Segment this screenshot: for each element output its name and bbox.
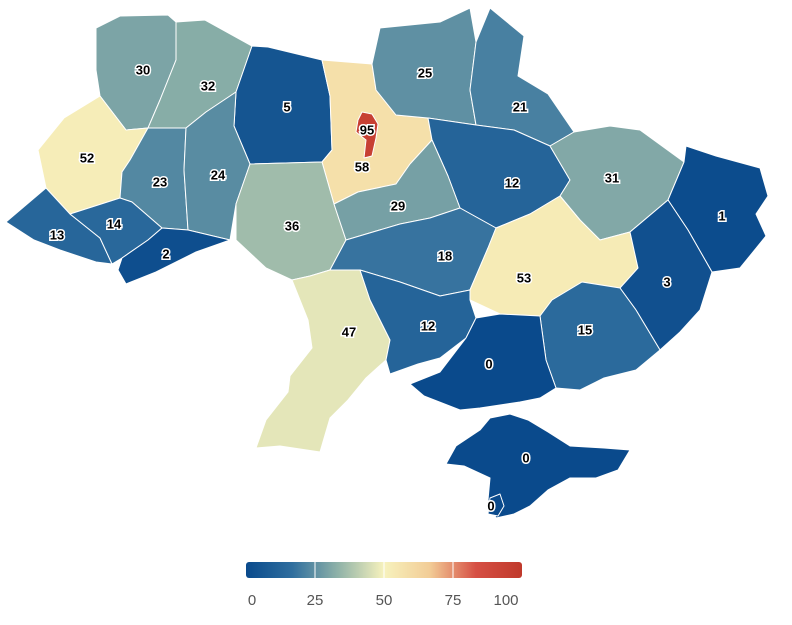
- label-vinnytsia: 36: [285, 219, 299, 234]
- label-sevastopol: 0: [487, 499, 494, 514]
- label-ternopil: 23: [153, 175, 167, 190]
- label-chernihiv: 25: [418, 66, 432, 81]
- label-odesa: 47: [342, 325, 356, 340]
- label-zakarpattia: 13: [50, 228, 64, 243]
- label-ivano-frankivsk: 14: [107, 217, 122, 232]
- region-kherson[interactable]: [409, 313, 557, 411]
- label-luhansk: 1: [718, 209, 725, 224]
- label-kherson: 0: [485, 357, 492, 372]
- ukraine-choropleth-map: 30 32 5 58 95 25 21 52 23 24 12 31 1 36 …: [5, 7, 769, 519]
- color-scale-legend: 0 25 50 75 100: [246, 562, 522, 609]
- region-crimea[interactable]: [445, 413, 631, 519]
- label-donetsk: 3: [663, 275, 670, 290]
- region-kyiv-city[interactable]: [355, 111, 379, 159]
- legend-tick-label: 50: [376, 592, 393, 609]
- label-volyn: 30: [136, 63, 150, 78]
- label-mykolaiv: 12: [421, 319, 435, 334]
- region-sevastopol[interactable]: [487, 493, 505, 517]
- label-kirovohrad: 18: [438, 249, 452, 264]
- label-rivne: 32: [201, 79, 215, 94]
- label-kyiv-city: 95: [360, 123, 374, 138]
- label-dnipropetrovsk: 53: [517, 271, 531, 286]
- label-khmelnytskyi: 24: [211, 168, 226, 183]
- legend-tick-label: 25: [307, 592, 324, 609]
- legend-tick-label: 75: [445, 592, 462, 609]
- label-sumy: 21: [513, 100, 527, 115]
- label-poltava: 12: [505, 176, 519, 191]
- legend-tick-label: 100: [493, 592, 518, 609]
- label-kharkiv: 31: [605, 171, 619, 186]
- region-donetsk[interactable]: [619, 199, 713, 351]
- label-kyiv-oblast: 58: [355, 160, 369, 175]
- label-zhytomyr: 5: [283, 100, 290, 115]
- legend-tick-label: 0: [248, 592, 256, 609]
- label-lviv: 52: [80, 151, 94, 166]
- region-sumy[interactable]: [469, 7, 575, 147]
- label-chernivtsi: 2: [162, 247, 169, 262]
- region-chernivtsi[interactable]: [117, 227, 231, 285]
- region-mykolaiv[interactable]: [359, 269, 477, 375]
- label-cherkasy: 29: [391, 199, 405, 214]
- label-zaporizhzhia: 15: [578, 323, 592, 338]
- label-crimea: 0: [522, 451, 529, 466]
